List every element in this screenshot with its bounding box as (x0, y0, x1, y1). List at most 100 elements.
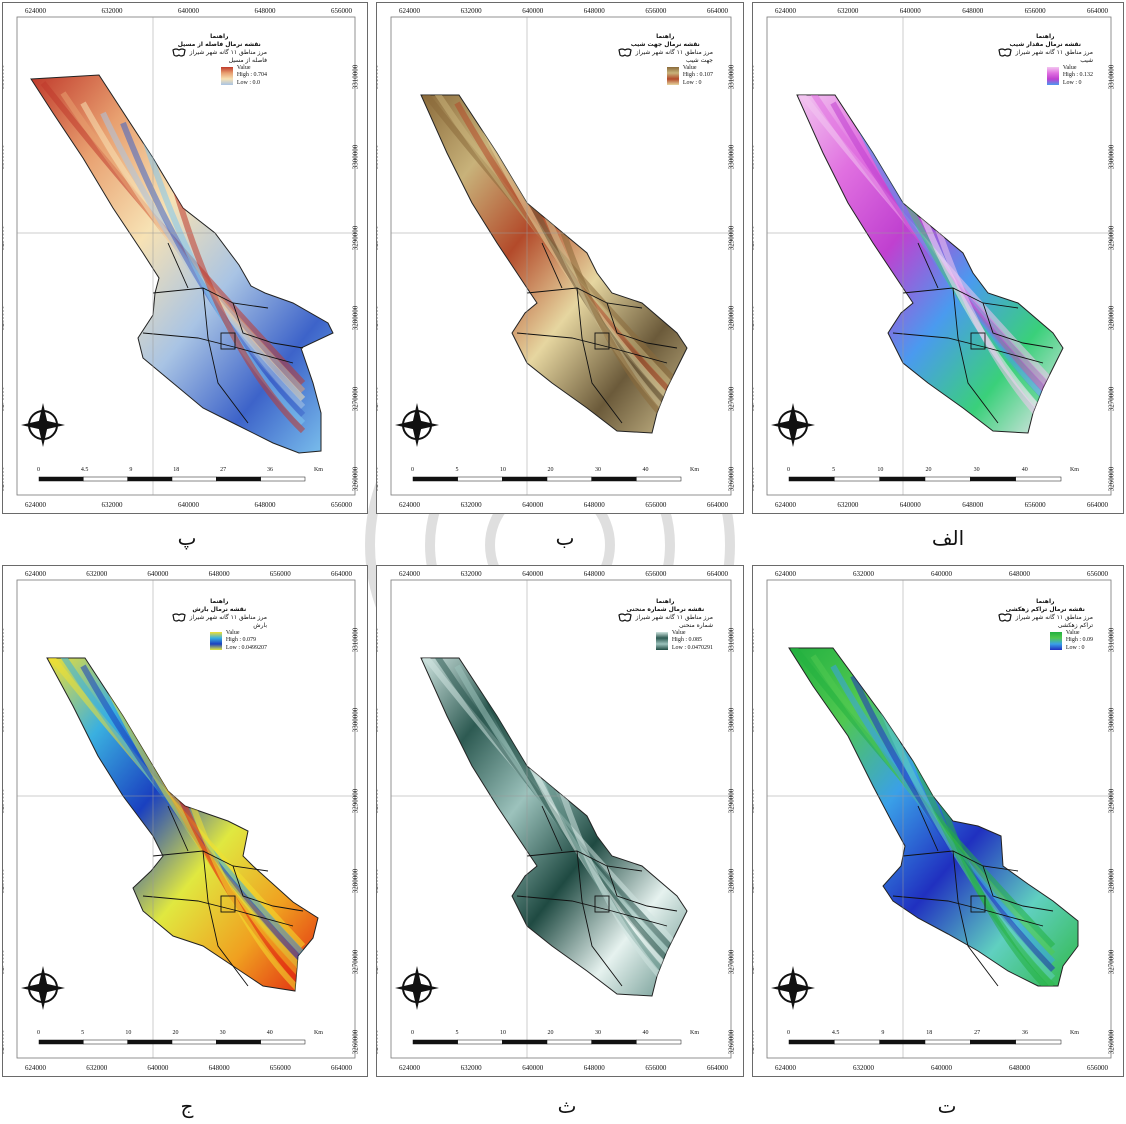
tick-label-bottom: 640000 (147, 1064, 169, 1072)
district-boundaries (516, 805, 678, 987)
district-boundaries (516, 242, 678, 424)
tick-label-top: 640000 (899, 7, 921, 15)
legend-title: راهنما (1036, 598, 1055, 605)
scalebar-segment (788, 476, 835, 482)
tick-label-top: 624000 (25, 570, 46, 578)
tick-label-left: 3300000 (752, 708, 756, 733)
north-arrow-icon (21, 966, 65, 1010)
legend-ramp-row: Value High : 0.132 Low : 0 (998, 65, 1093, 88)
tick-label-right: 3310000 (727, 627, 736, 653)
legend-subtitle: نقشه نرمال شماره منحنی (626, 605, 705, 613)
caption-j: ج (180, 1094, 194, 1118)
scale-labels: 0 5 10 20 30 40 Km (37, 1030, 323, 1036)
tick-label-top: 640000 (522, 7, 544, 15)
tick-label-left: 3280000 (752, 868, 756, 894)
boundary-symbol-icon (171, 48, 186, 57)
tick-label-bottom: 640000 (522, 1064, 544, 1072)
tick-label-left: 3310000 (752, 64, 756, 90)
legend-color-ramp (666, 66, 679, 85)
tick-label-right: 3260000 (727, 466, 736, 492)
scalebar-segment (834, 476, 880, 482)
scalebar-segment (216, 1039, 261, 1045)
tick-label-top: 664000 (707, 570, 728, 578)
tick-label-left: 3280000 (376, 868, 380, 894)
tick-label-top: 656000 (1024, 7, 1046, 15)
tick-label-left: 3280000 (752, 305, 756, 331)
tick-label-left: 3260000 (376, 1029, 380, 1055)
north-arrow-icon (771, 966, 815, 1010)
scalebar-segment (38, 476, 84, 482)
scalebar-segment (260, 1039, 306, 1045)
tick-label-bottom: 664000 (707, 1064, 728, 1072)
tick-label-top: 632000 (101, 7, 123, 15)
scale-labels: 0 5 10 20 30 40 Km (787, 467, 1079, 473)
tick-label-left: 3300000 (2, 145, 6, 170)
tick-label-left: 3260000 (376, 466, 380, 492)
tick-label-bottom: 624000 (775, 1064, 796, 1072)
tick-label-left: 3310000 (2, 627, 6, 653)
map-svg-j (16, 579, 356, 1059)
tick-label-right: 3310000 (1107, 64, 1116, 90)
map-svg-th (390, 579, 732, 1059)
tick-label-bottom: 648000 (583, 501, 605, 509)
tick-label-top: 648000 (208, 570, 230, 578)
legend-color-ramp (209, 631, 222, 650)
tick-label-top: 664000 (707, 7, 728, 15)
tick-label-top: 656000 (331, 7, 352, 15)
tick-label-left: 3270000 (752, 949, 756, 974)
scalebar-segment (636, 476, 682, 482)
tick-label-bottom: 664000 (1087, 501, 1108, 509)
tick-label-left: 3270000 (376, 386, 380, 411)
tick-label-bottom: 648000 (208, 1064, 230, 1072)
scalebar-segment (591, 1039, 637, 1045)
tick-label-bottom: 656000 (331, 501, 352, 509)
legend-layer-name: تراکم زهکشی (1057, 622, 1093, 629)
tick-label-left: 3300000 (2, 708, 6, 733)
map-legend: راهنما نقشه نرمال فاصله از مسیل مرز مناطق … (171, 33, 267, 87)
scalebar-segment (546, 1039, 592, 1045)
tick-label-left: 3300000 (752, 145, 756, 170)
tick-label-bottom: 648000 (583, 1064, 605, 1072)
legend-boundary-row: مرز مناطق ۱۱ گانه شهر شیراز (617, 48, 713, 57)
tick-label-bottom: 640000 (931, 1064, 952, 1072)
legend-ramp-row: Value High : 0.09 Low : 0 (998, 630, 1093, 653)
legend-title: راهنما (210, 598, 229, 605)
legend-boundary-label: مرز مناطق ۱۱ گانه شهر شیراز (189, 48, 267, 56)
legend-ramp-row: Value High : 0.085 Low : 0.0470291 (618, 630, 713, 653)
tick-label-top: 624000 (775, 570, 796, 578)
legend-value-label: Value (225, 629, 240, 636)
legend-value-label: Value (1062, 64, 1077, 71)
tick-label-right: 3260000 (1107, 1029, 1116, 1055)
tick-label-right: 3280000 (351, 868, 360, 894)
scalebar-segment (216, 476, 261, 482)
tick-label-right: 3310000 (351, 64, 360, 90)
tick-label-left: 3260000 (752, 466, 756, 492)
caption-b: ب (555, 526, 575, 550)
tick-label-right: 3300000 (1107, 708, 1116, 733)
legend-high: High : 0.132 (1062, 72, 1093, 78)
scale-labels: 0 4.5 9 18 27 36 Km (37, 467, 323, 473)
boundary-symbol-icon (617, 48, 632, 57)
boundary-symbol-icon (997, 613, 1012, 622)
tick-label-top: 656000 (269, 570, 291, 578)
tick-label-right: 3310000 (727, 64, 736, 90)
tick-label-bottom: 632000 (460, 501, 482, 509)
tick-label-right: 3260000 (351, 466, 360, 492)
legend-boundary-label: مرز مناطق ۱۱ گانه شهر شیراز (189, 613, 267, 621)
scalebar-segment (412, 476, 458, 482)
legend-layer-name: جهت شیب (685, 57, 713, 64)
legend-layer-name: شماره منحنی (679, 622, 713, 629)
tick-label-bottom: 664000 (331, 1064, 352, 1072)
tick-label-bottom: 624000 (399, 1064, 420, 1072)
boundary-symbol-icon (617, 613, 632, 622)
legend-value-label: Value (671, 629, 686, 636)
tick-label-right: 3300000 (727, 145, 736, 170)
tick-label-right: 3280000 (1107, 868, 1116, 894)
map-svg-b (390, 16, 732, 496)
tick-label-right: 3290000 (727, 225, 736, 251)
scalebar-segment (127, 476, 173, 482)
scalebar-segment (260, 476, 306, 482)
tick-label-right: 3280000 (351, 305, 360, 331)
legend-subtitle: نقشه نرمال فاصله از مسیل (177, 40, 261, 48)
caption-th: ث (557, 1094, 577, 1118)
